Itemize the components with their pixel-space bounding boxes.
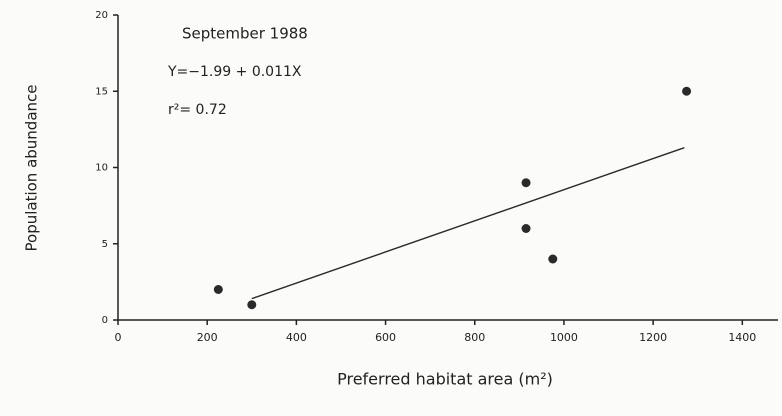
trend-line xyxy=(251,147,685,300)
y-tick-label: 15 xyxy=(95,86,108,97)
y-tick-label: 5 xyxy=(102,239,108,250)
x-tick-label: 200 xyxy=(197,331,218,344)
annotation: September 1988 xyxy=(182,25,308,43)
y-axis-label: Population abundance xyxy=(23,85,41,252)
y-tick-label: 20 xyxy=(95,10,108,21)
data-point xyxy=(521,178,531,188)
annotation: r²= 0.72 xyxy=(168,102,227,118)
x-tick-label: 1000 xyxy=(550,331,578,344)
x-axis-label: Preferred habitat area (m²) xyxy=(337,370,553,389)
x-tick-label: 0 xyxy=(115,331,122,344)
data-point xyxy=(213,285,223,294)
data-point xyxy=(247,300,257,310)
x-tick-label: 800 xyxy=(464,331,485,344)
data-point xyxy=(682,86,692,96)
data-point xyxy=(548,254,558,264)
x-tick-label: 1200 xyxy=(639,331,667,344)
x-tick-label: 1400 xyxy=(728,331,756,344)
y-tick-label: 0 xyxy=(102,315,108,326)
y-tick-label: 10 xyxy=(95,163,108,174)
x-tick-label: 600 xyxy=(375,331,396,344)
annotation: Y=−1.99 + 0.011X xyxy=(167,64,302,80)
data-point xyxy=(521,224,531,233)
x-tick-label: 400 xyxy=(286,331,307,344)
